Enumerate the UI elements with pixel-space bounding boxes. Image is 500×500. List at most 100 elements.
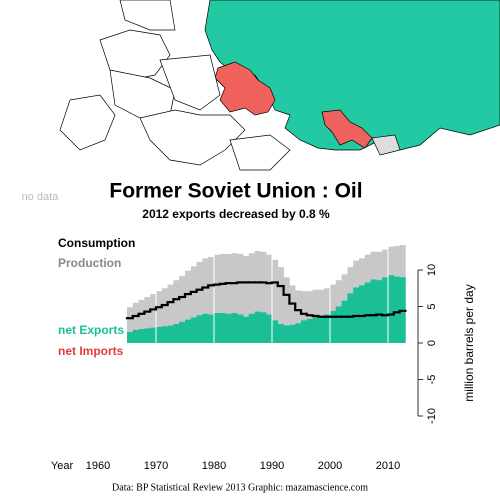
production-bar	[243, 256, 250, 343]
production-bar	[179, 275, 186, 343]
map-country	[159, 54, 221, 111]
production-bar	[231, 253, 238, 343]
production-bar	[196, 261, 203, 343]
net-exports-bar	[208, 314, 215, 343]
net-exports-bar	[202, 313, 209, 343]
net-exports-bar	[248, 313, 255, 343]
production-bar	[150, 294, 157, 343]
net-exports-bar	[277, 324, 284, 343]
map-country-red	[214, 61, 276, 116]
map-country	[229, 134, 291, 171]
chart-subtitle: 2012 exports decreased by 0.8 %	[142, 207, 330, 221]
net-exports-bar	[306, 318, 313, 343]
chart-title: Former Soviet Union : Oil	[109, 180, 362, 203]
net-exports-bar	[214, 313, 221, 343]
production-bar	[138, 299, 145, 343]
production-bar	[260, 251, 267, 343]
production-bar	[289, 285, 296, 343]
production-bar	[237, 253, 244, 343]
production-bar	[173, 280, 180, 343]
x-tick-label: 1980	[202, 460, 226, 472]
x-tick-label: 1990	[260, 460, 284, 472]
y-tick-label: -10	[426, 408, 438, 424]
net-exports-bar	[388, 275, 395, 343]
net-exports-bar	[179, 321, 186, 343]
map-country	[119, 0, 176, 31]
legend-label: net Exports	[58, 323, 124, 337]
production-bar	[132, 302, 139, 343]
net-exports-bar	[243, 316, 250, 343]
net-exports-bar	[330, 310, 337, 343]
production-bar	[219, 253, 226, 343]
production-bar	[144, 297, 151, 343]
y-axis-label: million barrels per day	[462, 284, 476, 401]
production-bar	[167, 284, 174, 343]
net-exports-bar	[161, 326, 168, 343]
net-exports-bar	[237, 314, 244, 343]
production-bar	[190, 266, 197, 343]
net-exports-bar	[283, 325, 290, 343]
production-bar	[202, 258, 209, 343]
production-bar	[277, 267, 284, 343]
y-tick-label: -5	[426, 375, 438, 385]
production-bar	[208, 256, 215, 343]
production-bar	[301, 291, 308, 343]
net-exports-bar	[132, 329, 139, 343]
map-country-red	[321, 109, 373, 149]
net-exports-bar	[144, 328, 151, 343]
net-exports-bar	[196, 315, 203, 343]
production-bar	[272, 259, 279, 343]
x-tick-label: 2000	[318, 460, 342, 472]
legend-label: Consumption	[58, 236, 135, 250]
net-exports-bar	[364, 282, 371, 343]
net-exports-bar	[156, 326, 163, 343]
net-exports-bar	[295, 323, 302, 343]
net-exports-bar	[312, 316, 319, 343]
net-exports-bar	[173, 324, 180, 343]
net-exports-bar	[347, 293, 354, 343]
net-exports-bar	[231, 313, 238, 343]
production-bar	[248, 253, 255, 343]
net-exports-bar	[138, 329, 145, 343]
y-tick-label: 10	[426, 264, 438, 276]
map-note: no data	[22, 191, 60, 203]
production-bar	[127, 307, 134, 343]
legend-label: Production	[58, 256, 121, 270]
map-country	[139, 109, 246, 166]
production-bar	[306, 291, 313, 343]
production-bar	[295, 290, 302, 343]
map-country	[59, 94, 116, 151]
net-exports-bar	[219, 313, 226, 343]
net-exports-bar	[393, 276, 400, 343]
production-bar	[185, 270, 192, 343]
net-exports-bar	[127, 332, 134, 343]
net-exports-bar	[341, 300, 348, 343]
net-exports-bar	[324, 314, 331, 343]
source: Data: BP Statistical Review 2013 Graphic…	[112, 482, 368, 493]
y-tick-label: 0	[426, 340, 438, 346]
production-bar	[254, 251, 261, 343]
x-tick-label: 1970	[144, 460, 168, 472]
net-exports-bar	[185, 319, 192, 343]
net-exports-bar	[318, 315, 325, 343]
net-exports-bar	[167, 325, 174, 343]
net-exports-bar	[376, 280, 383, 343]
production-bar	[214, 254, 221, 343]
map-country	[109, 69, 176, 119]
x-axis-label: Year	[51, 460, 74, 472]
map-country-gray	[371, 134, 401, 156]
net-exports-bar	[301, 320, 308, 343]
production-bar	[266, 254, 273, 343]
net-exports-bar	[260, 312, 267, 343]
net-exports-bar	[382, 277, 389, 343]
net-exports-bar	[289, 324, 296, 343]
net-exports-bar	[359, 285, 366, 343]
production-bar	[225, 253, 232, 343]
net-exports-bar	[190, 317, 197, 343]
production-bar	[161, 288, 168, 343]
map	[59, 0, 500, 171]
x-tick-label: 1960	[86, 460, 110, 472]
net-exports-bar	[272, 320, 279, 343]
production-bar	[283, 277, 290, 343]
